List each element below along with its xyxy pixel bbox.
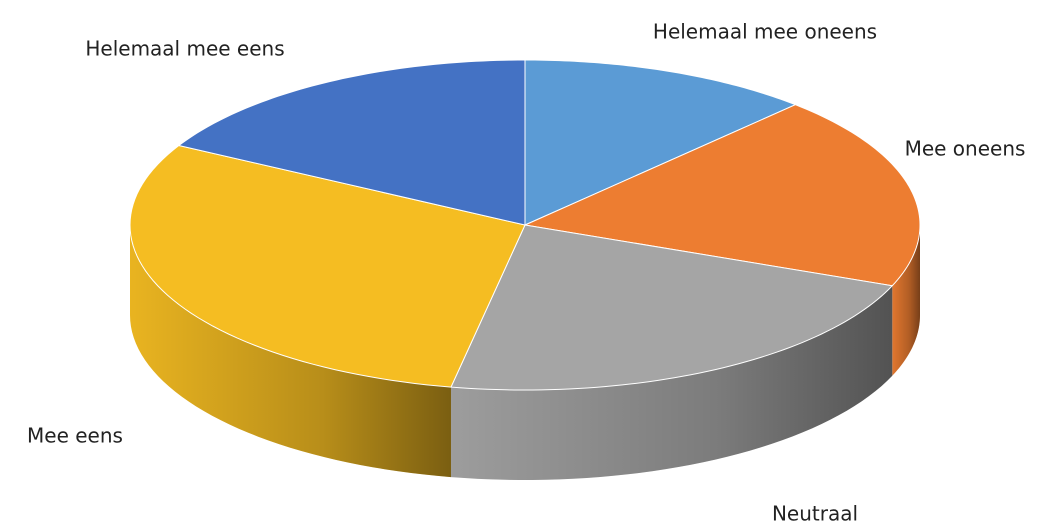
slice-label: Neutraal — [772, 502, 858, 526]
slice — [177, 59, 526, 226]
slice-side-shade — [130, 225, 451, 478]
slice — [129, 144, 526, 388]
slice-label: Helemaal mee eens — [85, 37, 284, 61]
slice-side-shade — [892, 225, 920, 376]
slice-side-shade — [450, 285, 893, 480]
slice — [450, 224, 894, 391]
slice — [523, 104, 921, 287]
slice — [524, 59, 797, 226]
slice-label: Mee eens — [27, 424, 123, 448]
slice-label: Mee oneens — [905, 137, 1026, 161]
slice-label: Helemaal mee oneens — [653, 20, 877, 44]
